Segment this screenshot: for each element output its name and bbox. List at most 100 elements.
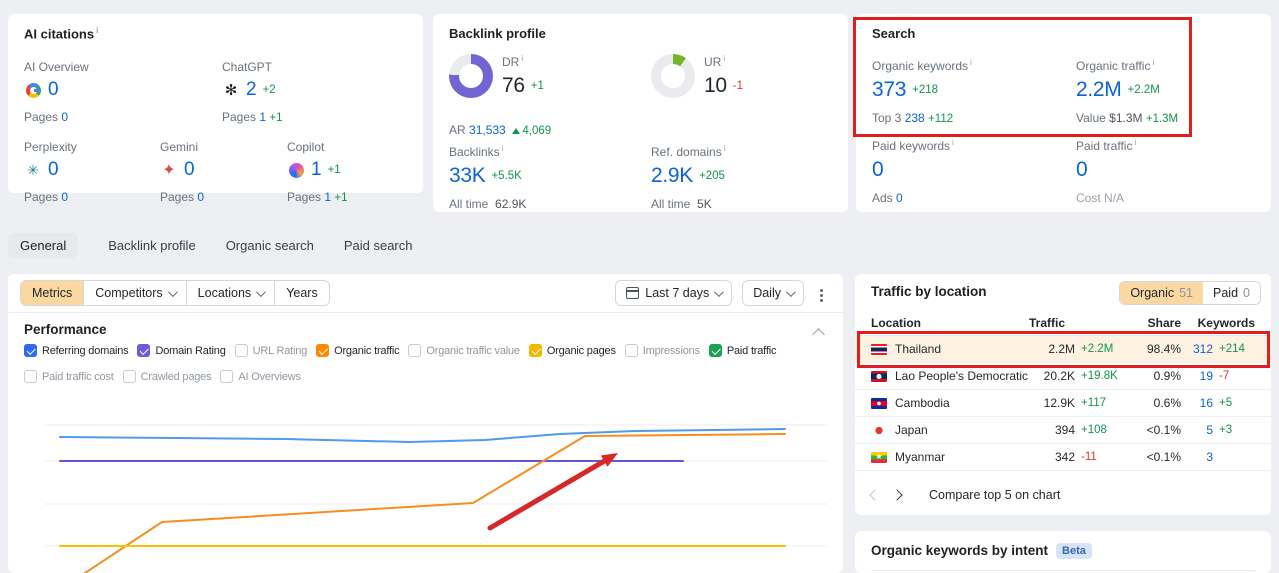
info-icon[interactable]: [970, 58, 972, 67]
checkbox: [220, 370, 234, 383]
location-row-cambodia[interactable]: Cambodia 12.9K +117 0.6% 16 +5: [855, 390, 1271, 417]
organic-keywords-block: Organic keywords 373+218 Top 3 238 +112: [872, 58, 972, 125]
ai-item-label: ChatGPT: [222, 60, 273, 74]
pages-count[interactable]: 0: [197, 190, 205, 204]
performance-chart[interactable]: [15, 400, 837, 573]
location-row-thailand[interactable]: Thailand 2.2M +2.2M 98.4% 312 +214: [855, 336, 1271, 363]
gemini-icon: [160, 162, 178, 178]
info-icon[interactable]: [1152, 58, 1154, 67]
backlinks-value[interactable]: 33K: [449, 164, 486, 187]
ai-item-value[interactable]: 0: [184, 159, 195, 180]
compare-top5-link[interactable]: Compare top 5 on chart: [929, 488, 1061, 502]
organic-keywords-value[interactable]: 373: [872, 78, 907, 101]
toggle-paid[interactable]: Paid 0: [1203, 282, 1260, 304]
ai-citation-chatgpt: ChatGPT 2+2 Pages 1 +1: [222, 60, 283, 124]
date-range-button[interactable]: Last 7 days: [615, 280, 733, 306]
chart-mode-segments: Metrics Competitors Locations Years: [20, 280, 330, 306]
beta-badge: Beta: [1056, 543, 1092, 559]
highlight-box-search: [853, 17, 1192, 137]
flag-myanmar-icon: [871, 451, 887, 463]
collapse-section-button[interactable]: [812, 326, 825, 344]
checkbox: [137, 344, 151, 357]
ur-value: 10: [704, 74, 727, 97]
next-page-button[interactable]: [891, 489, 903, 501]
traffic-by-location-panel: Traffic by location Organic 51 Paid 0 Loca…: [855, 274, 1271, 515]
location-row-laos[interactable]: Lao People's Democratic Republic 20.2K +…: [855, 363, 1271, 390]
keywords-count-link[interactable]: 19: [1199, 369, 1213, 383]
metric-toggle-organic-traffic[interactable]: Organic traffic: [316, 344, 400, 357]
info-icon[interactable]: [724, 144, 726, 153]
ai-item-label: Gemini: [160, 140, 199, 154]
flag-thailand-icon: [871, 343, 887, 355]
organic-traffic-value[interactable]: 2.2M: [1076, 78, 1122, 101]
info-icon[interactable]: [1134, 138, 1136, 147]
tab-backlink-profile[interactable]: Backlink profile: [108, 237, 196, 253]
ahrefs-rank-value[interactable]: 31,533: [469, 123, 506, 137]
checkbox: [234, 344, 248, 357]
ads-count[interactable]: 0: [896, 191, 903, 205]
segment-years[interactable]: Years: [286, 286, 318, 300]
traffic-by-location-title: Traffic by location: [871, 284, 987, 299]
checkbox: [24, 370, 37, 383]
segment-locations[interactable]: Locations: [187, 281, 276, 305]
prev-page-button[interactable]: [869, 489, 881, 501]
ai-item-label: Perplexity: [24, 140, 77, 154]
paid-traffic-value[interactable]: 0: [1076, 158, 1088, 181]
metric-toggle-impressions[interactable]: Impressions: [624, 344, 700, 357]
info-icon[interactable]: [723, 54, 725, 63]
metric-toggle-domain-rating[interactable]: Domain Rating: [137, 344, 226, 357]
ai-item-value[interactable]: 0: [48, 79, 59, 100]
location-row-japan[interactable]: Japan 394 +108 <0.1% 5 +3: [855, 417, 1271, 444]
top3-value[interactable]: 238: [904, 111, 925, 125]
checkbox: [122, 370, 136, 383]
metric-toggle-crawled-pages[interactable]: Crawled pages: [122, 370, 212, 383]
performance-panel: Metrics Competitors Locations Years Last…: [8, 274, 843, 573]
ai-item-value[interactable]: 0: [48, 159, 59, 180]
toggle-organic[interactable]: Organic 51: [1120, 282, 1204, 304]
ahrefs-rank-line: AR 31,533 4,069: [449, 123, 552, 137]
granularity-button[interactable]: Daily: [742, 280, 804, 306]
info-icon[interactable]: [521, 54, 523, 63]
pages-count[interactable]: 1: [324, 190, 332, 204]
kebab-menu-icon: [820, 294, 823, 297]
tab-general[interactable]: General: [8, 232, 79, 258]
ref-domains-value[interactable]: 2.9K: [651, 164, 693, 187]
ai-item-value[interactable]: 2: [246, 79, 257, 100]
info-icon[interactable]: [502, 144, 504, 153]
up-triangle-icon: [512, 128, 521, 134]
checkbox: [24, 344, 37, 357]
pages-count[interactable]: 1: [259, 110, 267, 124]
location-row-myanmar[interactable]: Myanmar 342 -11 <0.1% 3: [855, 444, 1271, 471]
keywords-count-link[interactable]: 5: [1206, 423, 1213, 437]
keywords-count-link[interactable]: 16: [1199, 396, 1213, 410]
metric-toggle-paid-traffic[interactable]: Paid traffic: [708, 344, 776, 357]
keywords-by-intent-panel: Organic keywords by intent Beta: [855, 531, 1271, 573]
chatgpt-icon: [222, 82, 240, 98]
more-options-button[interactable]: [814, 284, 829, 302]
metric-toggle-organic-traffic-value[interactable]: Organic traffic value: [408, 344, 520, 357]
info-icon[interactable]: [952, 138, 954, 147]
pages-count[interactable]: 0: [61, 110, 69, 124]
paid-keywords-block: Paid keywords 0 Ads 0: [872, 138, 954, 205]
metric-toggle-paid-traffic-cost[interactable]: Paid traffic cost: [24, 370, 114, 383]
ai-item-value[interactable]: 1: [311, 159, 322, 180]
keywords-count-link[interactable]: 312: [1192, 342, 1213, 356]
segment-competitors[interactable]: Competitors: [84, 281, 187, 305]
ai-citation-gemini: Gemini 0 Pages 0: [160, 140, 204, 204]
metric-toggle-referring-domains[interactable]: Referring domains: [24, 344, 129, 357]
ai-citation-ai-overview: AI Overview 0 Pages 0: [24, 60, 89, 124]
pages-count[interactable]: 0: [61, 190, 69, 204]
paid-keywords-value[interactable]: 0: [872, 158, 884, 181]
segment-metrics[interactable]: Metrics: [21, 281, 85, 305]
metric-toggle-url-rating[interactable]: URL Rating: [234, 344, 307, 357]
google-g-icon: [25, 82, 41, 98]
info-icon[interactable]: [96, 26, 98, 35]
tab-organic-search[interactable]: Organic search: [225, 237, 314, 253]
metric-toggle-organic-pages[interactable]: Organic pages: [528, 344, 616, 357]
tab-paid-search[interactable]: Paid search: [343, 237, 413, 253]
metric-toggles-row-1: Referring domains Domain Rating URL Rati…: [24, 344, 776, 357]
ref-domains-block: Ref. domains 2.9K+205 All time 5K: [651, 144, 725, 211]
metric-toggle-ai-overviews[interactable]: AI Overviews: [220, 370, 301, 383]
backlink-profile-title: Backlink profile: [449, 26, 546, 41]
keywords-count-link[interactable]: 3: [1206, 450, 1213, 464]
